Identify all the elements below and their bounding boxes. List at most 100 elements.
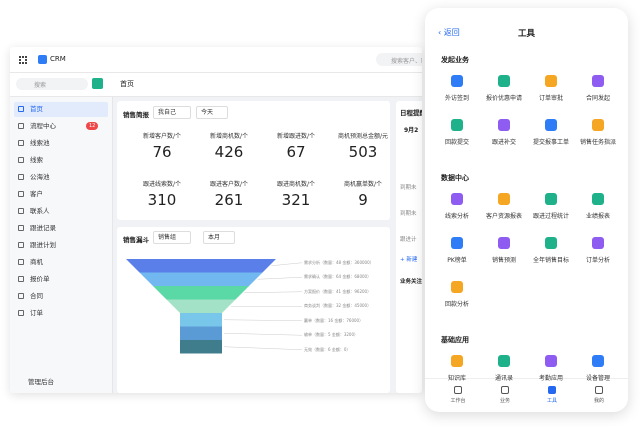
- tool-icon[interactable]: [498, 237, 510, 249]
- funnel-panel: 销售漏斗 销售组 本月 需求分析（数量：48 金额：360000） 需求确认（数量：6…: [117, 227, 390, 393]
- tool-icon[interactable]: [498, 119, 510, 131]
- menu-item[interactable]: 商机: [14, 255, 108, 270]
- tool-icon[interactable]: [545, 237, 557, 249]
- panel-title: 销售漏斗: [123, 236, 149, 244]
- panel-title: 销售简报: [123, 111, 149, 119]
- menu-item[interactable]: 联系人: [14, 204, 108, 219]
- funnel-label: 需求确认（数量：64 金额：68000）: [304, 274, 372, 280]
- menu-item[interactable]: 合同: [14, 289, 108, 304]
- schedule-item: 跟进计: [400, 237, 417, 243]
- add-button[interactable]: [92, 78, 103, 89]
- tool-icon[interactable]: [451, 355, 463, 367]
- filter-select[interactable]: 本月: [203, 231, 236, 244]
- tool-label[interactable]: 外访签到: [444, 95, 469, 102]
- menu-label: 跟进记录: [30, 224, 56, 232]
- tool-icon[interactable]: [592, 193, 604, 205]
- tab-icon[interactable]: [454, 386, 462, 394]
- menu-item[interactable]: 首页: [14, 102, 108, 117]
- tool-label[interactable]: 线索分析: [444, 213, 469, 220]
- tool-label[interactable]: 跟进补交: [491, 139, 516, 146]
- focus-title: 业务关注: [400, 279, 422, 285]
- funnel-stage: [180, 313, 222, 327]
- crm-window: CRM 搜索客户、联系 搜索 首页 首页流程中心12线索池线索公海池客户联系人跟…: [10, 47, 422, 393]
- breadcrumb: 首页: [120, 80, 134, 88]
- menu-item[interactable]: 报价单: [14, 272, 108, 287]
- tool-label[interactable]: 客户资源报表: [485, 213, 522, 220]
- menu-item[interactable]: 线索: [14, 153, 108, 168]
- funnel-stage: [166, 299, 236, 313]
- tool-icon[interactable]: [451, 237, 463, 249]
- tab-icon[interactable]: [501, 386, 509, 394]
- tool-icon[interactable]: [451, 75, 463, 87]
- tab-label[interactable]: 工作台: [450, 398, 466, 404]
- tool-label[interactable]: 回款分析: [444, 301, 469, 308]
- tab-icon[interactable]: [548, 386, 556, 394]
- tool-label[interactable]: 合同发起: [585, 95, 610, 102]
- menu-item[interactable]: 流程中心 12: [14, 119, 108, 134]
- tool-label[interactable]: 订单审批: [538, 95, 563, 102]
- tool-label[interactable]: PK榜单: [447, 257, 467, 264]
- menu-item[interactable]: 订单: [14, 306, 108, 321]
- stat-value: 310: [147, 191, 177, 209]
- tab-divider: [425, 378, 628, 379]
- tool-icon[interactable]: [451, 281, 463, 293]
- tab-label[interactable]: 业务: [499, 398, 510, 404]
- filter-select[interactable]: 销售组: [153, 231, 192, 244]
- tool-icon[interactable]: [498, 355, 510, 367]
- menu-item[interactable]: 客户: [14, 187, 108, 202]
- tool-icon[interactable]: [545, 355, 557, 367]
- tool-icon[interactable]: [451, 193, 463, 205]
- filter-select[interactable]: 我自己: [153, 106, 192, 119]
- new-button[interactable]: + 新建: [400, 257, 418, 263]
- tool-label[interactable]: 通讯录: [494, 375, 513, 382]
- tool-label[interactable]: 销售任务指派: [579, 139, 616, 146]
- menu-label: 商机: [30, 258, 43, 266]
- tool-label[interactable]: 报价优惠申请: [485, 95, 522, 102]
- tool-label[interactable]: 订单分析: [585, 257, 610, 264]
- tool-label[interactable]: 回款提交: [444, 139, 469, 146]
- menu-item[interactable]: 跟进计划: [14, 238, 108, 253]
- menu-item[interactable]: 跟进记录: [14, 221, 108, 236]
- global-search[interactable]: 搜索客户、联系: [376, 53, 422, 66]
- apps-icon[interactable]: [19, 56, 27, 64]
- tool-icon[interactable]: [545, 75, 557, 87]
- tool-label[interactable]: 提交报事工单: [532, 139, 569, 146]
- tool-icon[interactable]: [592, 237, 604, 249]
- tool-label[interactable]: 设备管理: [585, 375, 610, 382]
- schedule-item: 到期未: [400, 185, 417, 191]
- menu-item[interactable]: 公海池: [14, 170, 108, 185]
- tool-icon[interactable]: [592, 355, 604, 367]
- funnel-label: 无效（数量：6 金额：0）: [304, 346, 351, 352]
- tool-label[interactable]: 考勤应用: [538, 375, 563, 382]
- tool-icon[interactable]: [592, 119, 604, 131]
- stat-label: 商机预测总金额/元: [337, 133, 389, 140]
- back-button[interactable]: ‹ 返回: [438, 28, 460, 37]
- mobile-title: 工具: [517, 29, 535, 39]
- tool-label[interactable]: 业绩报表: [585, 213, 610, 220]
- tab-label[interactable]: 工具: [546, 398, 557, 404]
- tool-label[interactable]: 知识库: [447, 375, 466, 382]
- menu-icon: [18, 191, 24, 197]
- tab-label[interactable]: 我的: [593, 398, 604, 404]
- tab-icon[interactable]: [595, 386, 603, 394]
- leader-line: [244, 291, 303, 293]
- tool-label[interactable]: 全年销售目标: [532, 257, 569, 264]
- funnel-stage: [180, 326, 222, 340]
- tool-label[interactable]: 销售预测: [491, 257, 516, 264]
- tool-icon[interactable]: [545, 119, 557, 131]
- logo-icon: [38, 55, 47, 64]
- tool-icon[interactable]: [498, 193, 510, 205]
- tool-label[interactable]: 跟进过程统计: [532, 213, 569, 220]
- menu-icon: [18, 242, 24, 248]
- side-search[interactable]: 搜索: [16, 78, 88, 90]
- menu-label: 首页: [30, 105, 43, 113]
- menu-item[interactable]: 线索池: [14, 136, 108, 151]
- menu-label: 流程中心: [30, 122, 56, 130]
- leader-line: [257, 277, 303, 280]
- tool-icon[interactable]: [498, 75, 510, 87]
- admin-link[interactable]: 管理后台: [28, 378, 54, 386]
- tool-icon[interactable]: [545, 193, 557, 205]
- filter-select[interactable]: 今天: [196, 106, 229, 119]
- tool-icon[interactable]: [592, 75, 604, 87]
- tool-icon[interactable]: [451, 119, 463, 131]
